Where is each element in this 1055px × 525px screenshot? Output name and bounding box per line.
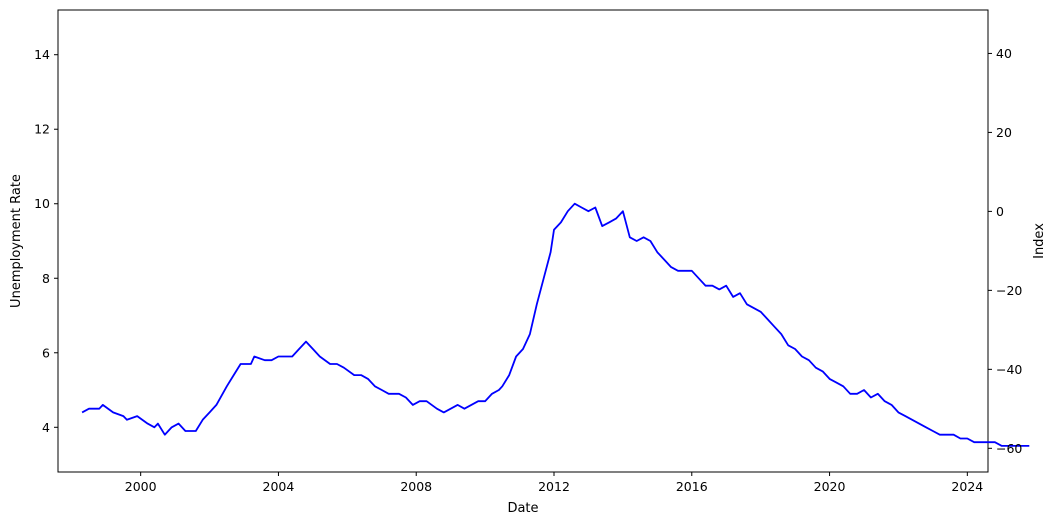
x-axis-label: Date xyxy=(507,501,538,516)
y-left-tick-label: 12 xyxy=(34,122,50,137)
y-left-tick-label: 6 xyxy=(42,345,50,360)
y-right-tick-label: 0 xyxy=(996,204,1004,219)
series-line-0 xyxy=(81,202,1030,447)
y-right-tick-label: −20 xyxy=(996,283,1022,298)
x-tick-label: 2024 xyxy=(951,479,983,494)
y-left-tick-label: 4 xyxy=(42,420,50,435)
plot-frame xyxy=(57,9,989,473)
x-tick-label: 2008 xyxy=(400,479,432,494)
y-left-tick-label: 14 xyxy=(34,47,50,62)
x-tick-label: 2000 xyxy=(125,479,157,494)
x-tick-label: 2004 xyxy=(263,479,295,494)
y-axis-label-right: Index xyxy=(1032,223,1047,259)
y-right-tick-label: 40 xyxy=(996,46,1012,61)
y-left-tick-label: 8 xyxy=(42,271,50,286)
x-tick-label: 2012 xyxy=(538,479,570,494)
y-left-tick-label: 10 xyxy=(34,196,50,211)
x-tick-label: 2016 xyxy=(676,479,708,494)
y-axis-label-left: Unemployment Rate xyxy=(9,174,24,308)
x-tick-label: 2020 xyxy=(814,479,846,494)
y-right-tick-label: 20 xyxy=(996,125,1012,140)
y-right-tick-label: −40 xyxy=(996,362,1022,377)
y-right-tick-label: −60 xyxy=(996,441,1022,456)
